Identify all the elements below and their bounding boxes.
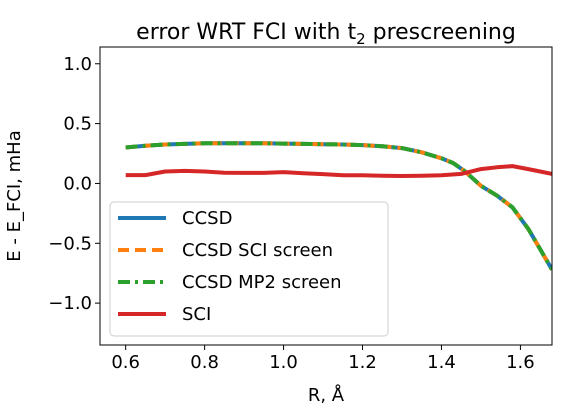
chart-title-subscript: 2: [356, 30, 366, 48]
y-axis-label: E - E_FCI, mHa: [4, 130, 25, 261]
x-tick-label: 0.6: [111, 352, 140, 373]
series-line-ccsd-mp2-screen: [125, 141, 552, 271]
y-tick-label: 0.0: [63, 173, 92, 194]
y-tick-label: −1.0: [48, 293, 92, 314]
plot-frame: [99, 46, 553, 346]
x-tick-label: 1.2: [348, 352, 377, 373]
legend-box: [109, 201, 389, 337]
y-tick-label: −0.5: [48, 233, 92, 254]
y-axis-ticks: 1.0 0.5 0.0 −0.5 −1.0: [48, 54, 100, 314]
y-tick-label: 1.0: [63, 54, 92, 75]
x-tick-label: 1.4: [427, 352, 456, 373]
x-tick-label: 1.0: [269, 352, 298, 373]
chart-title-suffix: prescreening: [366, 20, 516, 45]
series-layer: [125, 141, 552, 271]
x-tick-label: 1.6: [506, 352, 535, 373]
series-line-sci: [125, 164, 552, 178]
legend: CCSD CCSD SCI screen CCSD MP2 screen SCI: [109, 201, 389, 337]
legend-label: SCI: [182, 304, 211, 325]
legend-label: CCSD MP2 screen: [182, 272, 342, 293]
legend-label: CCSD SCI screen: [182, 240, 333, 261]
x-axis-label: R, Å: [308, 384, 345, 406]
x-axis-ticks: 0.6 0.8 1.0 1.2 1.4 1.6: [111, 345, 535, 373]
legend-label: CCSD: [182, 208, 232, 229]
y-tick-label: 0.5: [63, 114, 92, 135]
chart-title: error WRT FCI with t2 prescreening: [136, 20, 516, 48]
x-tick-label: 0.8: [190, 352, 219, 373]
